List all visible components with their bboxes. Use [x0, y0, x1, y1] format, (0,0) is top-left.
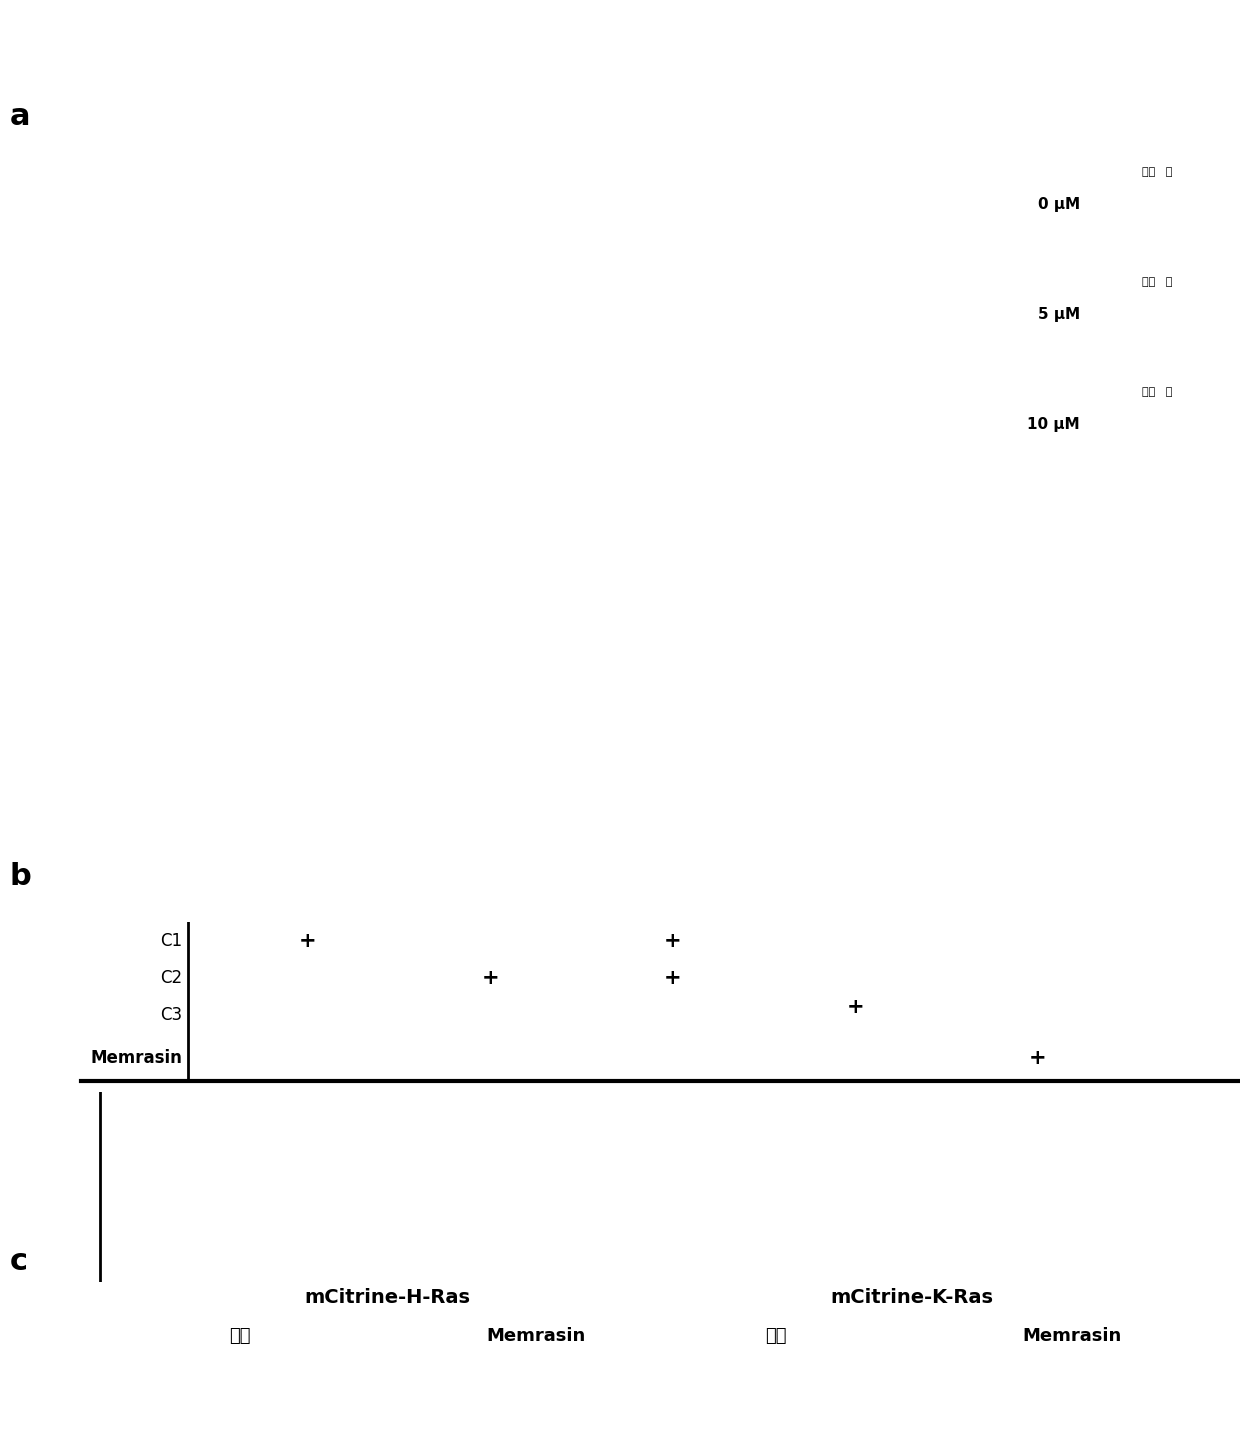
Text: 0 μM: 0 μM — [1038, 198, 1080, 212]
Text: 0 μM: 0 μM — [291, 480, 341, 498]
Text: mCitrine-H-Ras: mCitrine-H-Ras — [305, 1289, 471, 1307]
Text: +: + — [299, 931, 316, 951]
Text: b: b — [10, 862, 32, 891]
Text: +: + — [847, 997, 864, 1017]
Text: mCitrine-K-Ras: mCitrine-K-Ras — [831, 1289, 993, 1307]
Text: 60 μM: 60 μM — [815, 808, 877, 825]
Text: 对照: 对照 — [765, 1327, 786, 1345]
Text: 40 μM: 40 μM — [531, 808, 594, 825]
Text: 10 μM: 10 μM — [915, 480, 977, 498]
Text: 5 μM: 5 μM — [609, 480, 658, 498]
Text: 胞质   膜: 胞质 膜 — [1142, 168, 1173, 178]
Text: Memrasin: Memrasin — [486, 1327, 585, 1345]
Text: 20 μM: 20 μM — [248, 808, 310, 825]
Text: a: a — [10, 102, 31, 130]
Text: C1: C1 — [160, 932, 182, 951]
Text: +: + — [663, 931, 682, 951]
Text: 5 μM: 5 μM — [1038, 306, 1080, 322]
Text: +: + — [1029, 1048, 1047, 1068]
Text: 胞质   膜: 胞质 膜 — [1142, 387, 1173, 397]
Text: Memrasin: Memrasin — [1022, 1327, 1121, 1345]
Text: 胞质   膜: 胞质 膜 — [1142, 276, 1173, 286]
Text: +: + — [663, 968, 682, 988]
Text: 对照: 对照 — [229, 1327, 250, 1345]
Text: 80 μM: 80 μM — [1097, 808, 1159, 825]
Text: c: c — [10, 1247, 29, 1276]
Text: 10 μM: 10 μM — [1028, 417, 1080, 432]
Text: C3: C3 — [160, 1005, 182, 1024]
Text: +: + — [481, 968, 500, 988]
Text: C2: C2 — [160, 969, 182, 987]
Text: Memrasin: Memrasin — [91, 1050, 182, 1067]
